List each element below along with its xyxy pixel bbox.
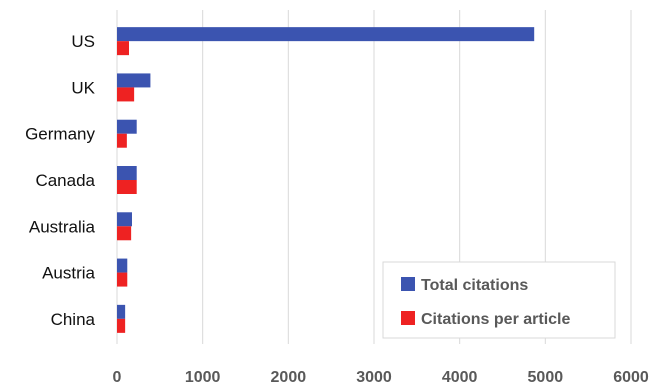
category-labels: US UK Germany Canada Australia Austria China [25,32,96,329]
bars [117,27,535,333]
bar-total-citations-uk [117,73,151,88]
category-label: Austria [42,264,95,283]
bar-citations-per-article-germany [117,133,127,148]
x-tick-label: 0 [113,369,122,386]
bar-citations-per-article-uk [117,87,135,102]
x-tick-label: 2000 [271,369,307,386]
bar-citations-per-article-canada [117,180,137,194]
legend-box [382,261,616,339]
bar-total-citations-germany [117,119,137,134]
legend-swatch-total-citations [401,277,415,291]
legend-label: Citations per article [421,311,570,328]
bar-total-citations-us [117,27,535,42]
bar-citations-per-article-us [117,41,129,56]
bar-citations-per-article-china [117,318,126,333]
x-tick-label: 1000 [185,369,221,386]
x-tick-labels: 0 1000 2000 3000 4000 5000 6000 [113,369,649,386]
bar-total-citations-china [117,304,126,319]
legend-swatch-citations-per-article [401,311,415,325]
legend-label: Total citations [421,277,528,294]
bar-citations-per-article-austria [117,272,128,287]
x-tick-label: 5000 [528,369,564,386]
x-tick-label: 3000 [356,369,392,386]
category-label: UK [71,78,95,97]
category-label: Germany [25,125,95,144]
x-tick-label: 6000 [613,369,649,386]
bar-citations-per-article-australia [117,226,132,241]
x-tick-label: 4000 [442,369,478,386]
gridlines [116,10,632,344]
legend: Total citations Citations per article [382,261,616,339]
bar-total-citations-canada [117,166,137,180]
category-label: US [71,32,95,51]
bar-total-citations-austria [117,258,128,273]
bar-total-citations-australia [117,212,132,227]
category-label: Australia [29,217,96,236]
category-label: Canada [35,171,95,190]
category-label: China [51,310,96,329]
